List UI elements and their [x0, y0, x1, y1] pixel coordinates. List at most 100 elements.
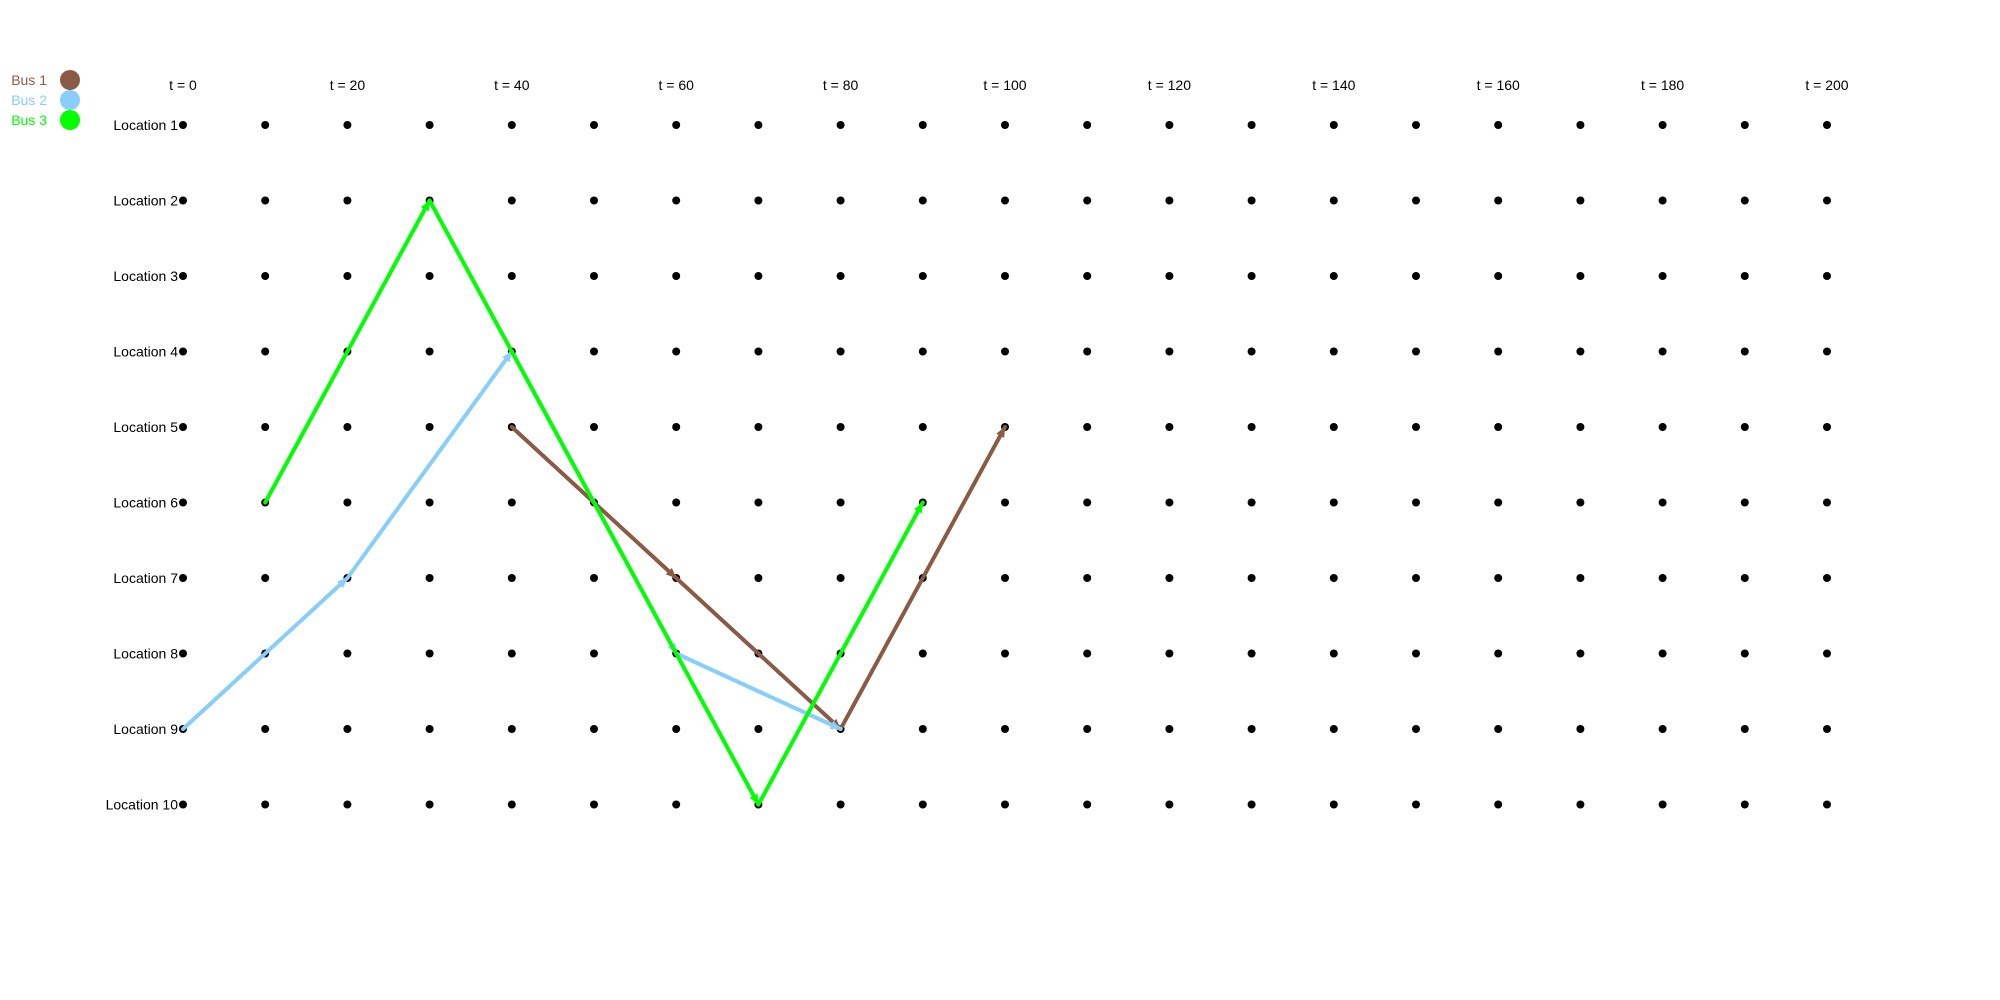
- grid-dot: [261, 423, 270, 431]
- grid-dot: [1412, 574, 1420, 582]
- grid-dot: [836, 347, 845, 356]
- grid-dot: [672, 347, 681, 356]
- grid-dot: [261, 196, 270, 205]
- grid-dot: [672, 121, 681, 129]
- location-label: Location 4: [113, 344, 178, 360]
- grid-dot: [1083, 574, 1092, 582]
- grid-dot: [754, 725, 763, 733]
- bus-routes: [181, 198, 1007, 807]
- route-segment-bus-3: [756, 500, 925, 807]
- grid-dot: [1740, 498, 1749, 507]
- legend-label-bus-2: Bus 2: [11, 92, 47, 108]
- grid-dot: [1083, 800, 1092, 809]
- grid-dot: [1329, 649, 1338, 658]
- location-label: Location 7: [113, 570, 178, 586]
- grid-dot: [261, 272, 270, 280]
- legend-label-bus-1: Bus 1: [11, 72, 47, 88]
- grid-dot: [1329, 800, 1338, 809]
- grid-dot: [1247, 272, 1256, 280]
- grid-dot: [507, 725, 516, 733]
- grid-dot: [1576, 121, 1585, 129]
- grid-dot: [1083, 498, 1092, 507]
- grid-dot: [1576, 574, 1585, 582]
- grid-dot: [507, 800, 516, 809]
- grid-dot: [672, 423, 681, 431]
- grid-dot: [179, 649, 187, 658]
- route-arrowhead-bus-3: [914, 502, 923, 514]
- grid-dot: [754, 423, 763, 431]
- grid-dot: [918, 121, 927, 129]
- time-label: t = 80: [823, 77, 859, 93]
- grid-dot: [1083, 272, 1092, 280]
- grid-dot: [1658, 423, 1667, 431]
- grid-dot: [1658, 196, 1667, 205]
- grid-dot: [1412, 121, 1420, 129]
- grid-dot: [343, 649, 352, 658]
- grid-dot: [343, 725, 352, 733]
- grid-dot: [1247, 196, 1256, 205]
- grid-dot: [1165, 649, 1174, 658]
- location-label: Location 6: [113, 495, 178, 511]
- grid-dot: [1740, 725, 1749, 733]
- grid-dot: [836, 196, 845, 205]
- grid-dot: [179, 574, 187, 582]
- grid-dot: [425, 498, 434, 507]
- route-bus-3: [263, 198, 925, 807]
- grid-dot: [343, 498, 352, 507]
- grid-dot: [836, 800, 845, 809]
- grid-dot: [1740, 121, 1749, 129]
- grid-dot: [1576, 498, 1585, 507]
- location-label: Location 1: [113, 117, 178, 133]
- grid-dot: [261, 121, 270, 129]
- grid-dot: [1001, 574, 1009, 582]
- grid-dot: [1083, 649, 1092, 658]
- grid-dot: [1740, 347, 1749, 356]
- grid-dot: [507, 498, 516, 507]
- grid-dot: [590, 347, 598, 356]
- grid-dot: [918, 196, 927, 205]
- grid-dot: [1576, 725, 1585, 733]
- grid-dot: [1247, 725, 1256, 733]
- grid-dot: [1247, 423, 1256, 431]
- grid-dot: [343, 800, 352, 809]
- grid-dot: [1823, 347, 1831, 356]
- legend-label-bus-3: Bus 3: [11, 112, 47, 128]
- location-label: Location 9: [113, 721, 178, 737]
- time-label: t = 100: [983, 77, 1026, 93]
- grid-dot: [1576, 423, 1585, 431]
- grid-dot: [1823, 423, 1831, 431]
- grid-dot: [1658, 649, 1667, 658]
- route-arrowhead-bus-2: [336, 578, 348, 589]
- grid-dot: [1329, 725, 1338, 733]
- grid-dot: [1165, 121, 1174, 129]
- grid-dot: [672, 800, 681, 809]
- grid-dot: [179, 800, 187, 809]
- grid-dot: [1083, 725, 1092, 733]
- grid-dot: [1001, 498, 1009, 507]
- grid-dot: [1412, 498, 1420, 507]
- grid-dot: [1658, 725, 1667, 733]
- grid-dot: [1740, 649, 1749, 658]
- location-label: Location 10: [106, 797, 179, 813]
- grid-dot: [425, 272, 434, 280]
- grid-dot: [754, 196, 763, 205]
- grid-dot: [918, 423, 927, 431]
- grid-dot: [1740, 272, 1749, 280]
- grid-dot: [1165, 725, 1174, 733]
- time-label: t = 20: [330, 77, 366, 93]
- grid-dot: [261, 725, 270, 733]
- grid-dot: [343, 121, 352, 129]
- grid-dot: [1823, 272, 1831, 280]
- grid-dot: [1412, 725, 1420, 733]
- grid-dot: [1658, 272, 1667, 280]
- grid-dot: [1083, 347, 1092, 356]
- grid-dot: [1247, 121, 1256, 129]
- grid-dot: [1412, 649, 1420, 658]
- grid-dot: [343, 423, 352, 431]
- grid-dot: [179, 498, 187, 507]
- grid-dot: [425, 347, 434, 356]
- grid-dot: [425, 574, 434, 582]
- legend-swatch-bus-2: [60, 90, 80, 110]
- grid-dot: [179, 347, 187, 356]
- grid-dot: [672, 725, 681, 733]
